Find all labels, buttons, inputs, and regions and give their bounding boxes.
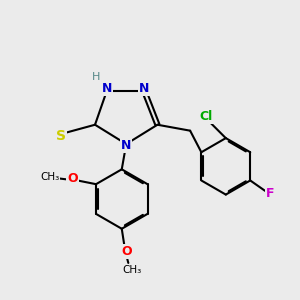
Text: Cl: Cl	[200, 110, 213, 123]
Text: N: N	[102, 82, 112, 95]
Text: CH₃: CH₃	[40, 172, 60, 182]
Text: N: N	[121, 139, 131, 152]
Text: CH₃: CH₃	[122, 266, 142, 275]
Text: O: O	[67, 172, 78, 185]
Text: O: O	[121, 244, 131, 258]
Text: H: H	[92, 72, 101, 82]
Text: F: F	[266, 187, 275, 200]
Text: N: N	[139, 82, 149, 95]
Text: S: S	[56, 129, 66, 143]
